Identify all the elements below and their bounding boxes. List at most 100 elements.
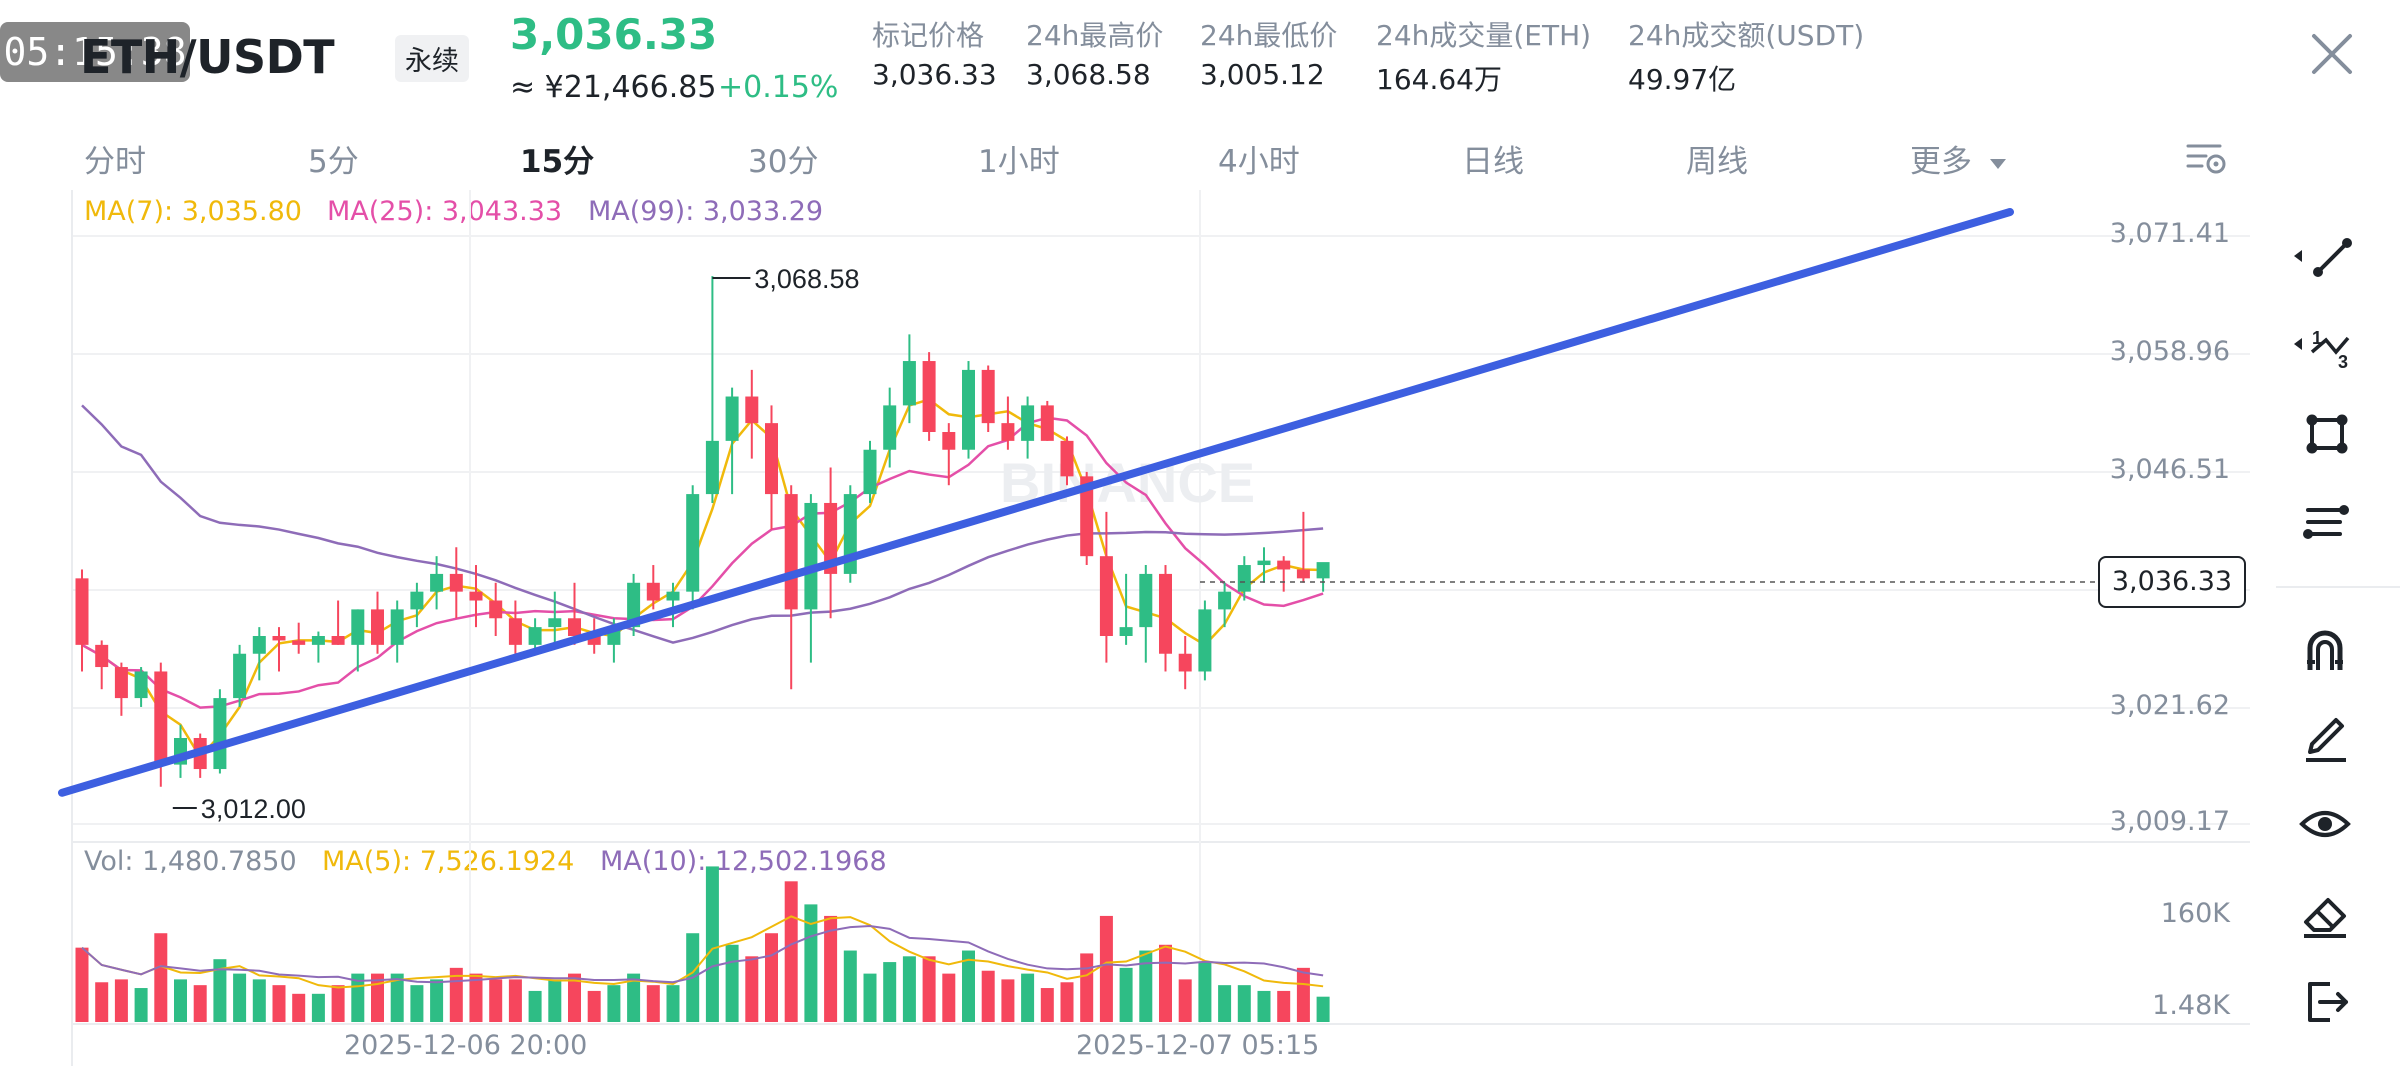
volume-legend: Vol: 1,480.7850 (84, 846, 297, 877)
tab-15m[interactable]: 15分 (520, 144, 595, 180)
candle-body (1316, 562, 1330, 579)
volume-axis-label: 1.48K (2152, 990, 2230, 1021)
volume-bar (154, 933, 168, 1022)
volume-bar (1257, 990, 1271, 1022)
eye-icon[interactable] (2290, 788, 2360, 858)
rectangle-tool-icon[interactable] (2290, 398, 2360, 468)
volume-bar (213, 959, 227, 1022)
candlestick-chart[interactable]: BINANCE 3,068.583,012.00 (0, 0, 2260, 1080)
volume-bar (587, 990, 601, 1022)
candle-body (1021, 405, 1035, 441)
ma99-legend: MA(99): 3,033.29 (588, 196, 824, 227)
trendline-tool-icon[interactable] (2290, 222, 2360, 292)
trendline-drawing (58, 208, 2014, 797)
candle-body (528, 627, 542, 645)
candle-body (902, 361, 916, 406)
pencil-icon[interactable] (2290, 700, 2360, 770)
volume-bar (95, 982, 109, 1022)
toolbar-divider (2276, 586, 2400, 588)
volume-axis-label: 160K (2160, 898, 2230, 929)
candle-body (410, 591, 424, 610)
tab-5m[interactable]: 5分 (308, 144, 359, 180)
candle-body (981, 369, 995, 424)
candle-body (1237, 565, 1251, 592)
volume-bar (1198, 962, 1212, 1022)
candle-body (745, 396, 759, 424)
candle-body (331, 636, 345, 645)
turnover-24h-label: 24h成交额(USDT) (1628, 19, 1865, 52)
volume-bar (508, 979, 522, 1022)
volume-bar (292, 993, 306, 1022)
volume-bar (1277, 990, 1291, 1022)
low-24h-value: 3,005.12 (1200, 58, 1325, 91)
tab-1w[interactable]: 周线 (1686, 144, 1748, 180)
tab-more[interactable]: 更多 (1910, 136, 2008, 181)
volume-bar (548, 979, 562, 1022)
volume-ma5-legend: MA(5): 7,526.1924 (322, 846, 575, 877)
volume-24h-value: 164.64万 (1376, 63, 1502, 96)
pair-title[interactable]: ETH/USDT (80, 30, 335, 84)
tab-more-label: 更多 (1910, 144, 1972, 180)
fib-tool-icon[interactable]: 1 3 (2290, 310, 2360, 380)
volume-bar (1296, 967, 1310, 1022)
candle-body (489, 600, 503, 619)
chevron-down-icon (1988, 157, 2008, 171)
tab-4h[interactable]: 4小时 (1218, 144, 1300, 180)
candle-body (351, 609, 365, 645)
candle-body (95, 644, 109, 668)
tab-time[interactable]: 分时 (84, 144, 146, 180)
candle-body (686, 494, 700, 592)
volume-bar (568, 973, 581, 1022)
volume-bar (1119, 967, 1133, 1022)
parallel-lines-tool-icon[interactable] (2290, 486, 2360, 556)
volume-bar (134, 988, 148, 1022)
candle-body (942, 432, 956, 450)
volume-bar (883, 962, 897, 1022)
tab-1d[interactable]: 日线 (1462, 144, 1524, 180)
ma7-line (81, 398, 1324, 760)
volume-bar (1159, 944, 1172, 1022)
candle-body (962, 369, 975, 450)
change-percent: +0.15% (718, 70, 839, 105)
volume-bar (765, 933, 778, 1022)
candle-body (824, 502, 838, 574)
eraser-icon[interactable] (2290, 878, 2360, 948)
volume-24h-label: 24h成交量(ETH) (1376, 19, 1592, 52)
candle-body (469, 591, 483, 601)
candle-body (1277, 560, 1291, 570)
candle-body (666, 591, 680, 601)
volume-bar (863, 973, 877, 1022)
mark-price-label: 标记价格 (872, 19, 985, 52)
candle-body (804, 502, 818, 610)
volume-bar (331, 985, 345, 1022)
volume-bar (942, 973, 956, 1022)
last-price: 3,036.33 (510, 10, 718, 59)
volume-bar (646, 985, 660, 1022)
tab-1h[interactable]: 1小时 (978, 144, 1060, 180)
chart-settings-icon[interactable] (2184, 138, 2228, 178)
volume-ma10-line (81, 924, 1324, 984)
exit-icon[interactable] (2290, 966, 2360, 1036)
candle-body (1178, 653, 1192, 672)
time-axis-label: 2025-12-06 20:00 (344, 1030, 588, 1061)
close-icon[interactable] (2300, 22, 2364, 86)
candle-body (154, 671, 168, 765)
time-axis-label: 2025-12-07 05:15 (1076, 1030, 1320, 1061)
candle-body (508, 618, 522, 645)
magnet-icon[interactable] (2290, 614, 2360, 684)
ma25-legend: MA(25): 3,043.33 (327, 196, 563, 227)
tab-30m[interactable]: 30分 (748, 144, 819, 180)
volume-bar (311, 993, 325, 1022)
contract-type-badge: 永续 (395, 35, 469, 82)
price-axis-label: 3,071.41 (2109, 218, 2230, 249)
volume-bar (75, 947, 89, 1022)
candle-body (114, 667, 128, 699)
candle-body (292, 640, 306, 645)
volume-bar (272, 985, 286, 1022)
candle-body (430, 573, 444, 592)
volume-bar (1080, 953, 1094, 1022)
volume-bar (114, 979, 128, 1022)
candle-body (1099, 556, 1113, 636)
volume-bar (1139, 950, 1153, 1022)
candle-body (784, 494, 798, 610)
